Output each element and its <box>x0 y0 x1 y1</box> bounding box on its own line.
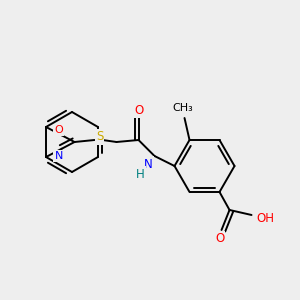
Text: O: O <box>134 103 143 116</box>
Text: OH: OH <box>256 212 274 226</box>
Text: CH₃: CH₃ <box>172 103 193 113</box>
Text: N: N <box>55 151 63 161</box>
Text: O: O <box>215 232 224 245</box>
Text: S: S <box>96 130 103 143</box>
Text: H: H <box>136 167 145 181</box>
Text: O: O <box>54 125 63 135</box>
Text: N: N <box>144 158 153 170</box>
